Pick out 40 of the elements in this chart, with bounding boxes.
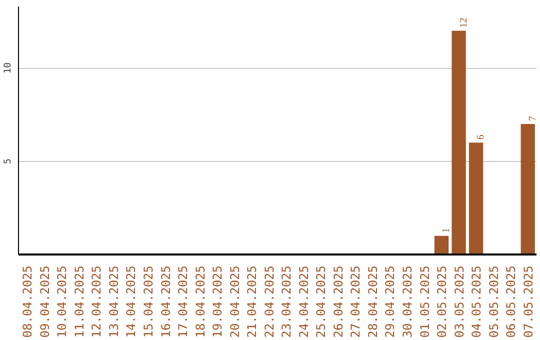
x-tick-label: 26.04.2025 <box>331 265 346 338</box>
x-tick-label: 27.04.2025 <box>348 265 363 338</box>
x-tick-label: 23.04.2025 <box>280 265 294 338</box>
x-tick-label: 06.05.2025 <box>504 265 518 338</box>
x-tick-label: 19.04.2025 <box>210 265 225 338</box>
data-label: 1 <box>441 228 452 233</box>
x-tick-label: 22.04.2025 <box>262 265 276 338</box>
x-tick-label: 28.04.2025 <box>366 265 380 338</box>
bar <box>520 124 535 254</box>
x-tick-label: 09.04.2025 <box>38 265 52 338</box>
x-tick-label: 07.05.2025 <box>521 265 536 338</box>
x-tick-label: 18.04.2025 <box>193 265 208 338</box>
bar <box>452 30 466 254</box>
x-tick-label: 05.05.2025 <box>486 265 501 338</box>
x-tick-label: 01.05.2025 <box>418 265 432 338</box>
bar <box>468 142 484 254</box>
x-tick-label: 15.04.2025 <box>142 265 156 338</box>
x-tick-label: 02.05.2025 <box>435 265 450 338</box>
x-tick-label: 20.04.2025 <box>228 265 242 338</box>
x-tick-label: 17.04.2025 <box>176 265 190 338</box>
x-tick-label: 24.04.2025 <box>296 265 311 338</box>
data-label: 12 <box>458 18 470 28</box>
y-tick-label: 5 <box>2 158 14 164</box>
x-tick-label: 08.04.2025 <box>20 265 35 338</box>
x-tick-label: 21.04.2025 <box>245 265 260 338</box>
y-tick-label: 10 <box>2 62 14 74</box>
x-tick-label: 10.04.2025 <box>55 265 70 338</box>
x-tick-label: 16.04.2025 <box>158 265 173 338</box>
x-tick-label: 13.04.2025 <box>106 265 121 338</box>
x-tick-label: 25.04.2025 <box>314 265 328 338</box>
x-tick-label: 12.04.2025 <box>90 265 104 338</box>
x-tick-label: 30.04.2025 <box>400 265 414 338</box>
x-tick-label: 11.04.2025 <box>72 265 86 338</box>
bar <box>434 236 449 254</box>
x-tick-label: 29.04.2025 <box>383 265 398 338</box>
x-tick-label: 14.04.2025 <box>124 265 138 338</box>
data-label: 7 <box>527 116 538 121</box>
x-tick-label: 04.05.2025 <box>470 265 484 338</box>
x-tick-label: 03.05.2025 <box>452 265 466 338</box>
data-label: 6 <box>476 134 487 140</box>
